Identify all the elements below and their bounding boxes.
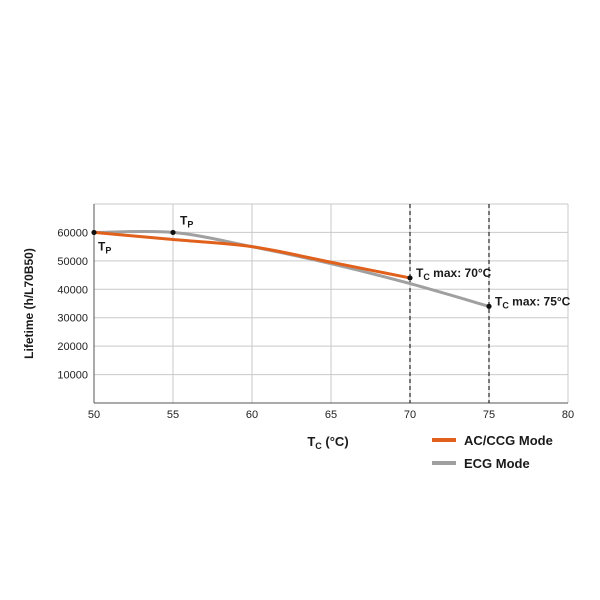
annotation-point — [91, 229, 97, 236]
legend-label: AC/CCG Mode — [464, 433, 553, 448]
x-tick-label: 75 — [483, 409, 495, 421]
annotation-label: TC max: 70°C — [416, 266, 492, 282]
x-tick-label: 70 — [404, 409, 416, 421]
y-tick-label: 50000 — [57, 256, 88, 268]
annotation-point — [170, 229, 176, 236]
y-tick-label: 30000 — [57, 313, 88, 325]
annotation-label: TC max: 75°C — [495, 294, 571, 310]
y-tick-label: 20000 — [57, 341, 88, 353]
annotation-label: TP — [180, 213, 193, 229]
y-tick-label: 40000 — [57, 284, 88, 296]
legend-label: ECG Mode — [464, 456, 530, 471]
annotation-point — [407, 275, 413, 281]
x-tick-label: 55 — [167, 409, 179, 421]
x-tick-label: 50 — [88, 409, 100, 421]
x-tick-label: 80 — [562, 409, 574, 421]
y-tick-label: 10000 — [57, 370, 88, 382]
x-tick-label: 60 — [246, 409, 258, 421]
x-tick-label: 65 — [325, 409, 337, 421]
y-axis-label: Lifetime (h/L70B50) — [22, 248, 36, 359]
x-axis-label: TC (°C) — [307, 434, 348, 451]
series-line-ac-ccg-mode — [92, 230, 412, 280]
annotation-label: TP — [98, 239, 111, 255]
y-tick-label: 60000 — [57, 227, 88, 239]
annotation-point — [486, 303, 492, 309]
